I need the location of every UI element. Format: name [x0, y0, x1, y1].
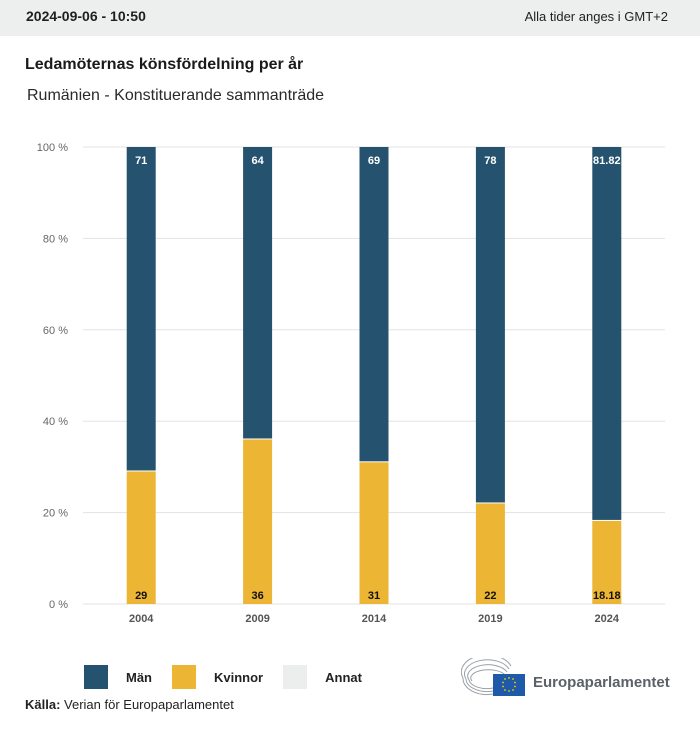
x-tick-label: 2019 [478, 613, 502, 625]
data-label-kvinnor: 18.18 [593, 590, 621, 602]
y-tick-label: 80 % [43, 233, 68, 245]
legend-label-kvinnor: Kvinnor [214, 669, 264, 685]
source-text: Verian för Europaparlamentet [60, 697, 234, 712]
legend: Män Kvinnor Annat [84, 665, 382, 689]
legend-swatch-man [84, 665, 108, 689]
legend-item-man[interactable]: Män [84, 665, 152, 689]
data-label-kvinnor: 31 [368, 590, 380, 602]
bar-kvinnor [243, 439, 273, 604]
data-label-kvinnor: 29 [135, 590, 147, 602]
data-label-man: 71 [135, 155, 147, 167]
bars: 71 29 64 36 69 31 78 22 81.82 18.18 [126, 147, 622, 604]
data-label-man: 81.82 [593, 155, 621, 167]
data-label-kvinnor: 36 [251, 590, 263, 602]
legend-item-annat[interactable]: Annat [283, 665, 362, 689]
y-tick-label: 60 % [43, 325, 68, 337]
x-tick-label: 2014 [362, 613, 387, 625]
bar-kvinnor [475, 503, 505, 604]
bar-kvinnor [592, 520, 622, 604]
legend-label-annat: Annat [325, 669, 362, 685]
x-tick-label: 2004 [129, 613, 154, 625]
chart-subtitle: Rumänien - Konstituerande sammanträde [27, 87, 325, 104]
bar-man [475, 147, 505, 503]
european-parliament-logo-icon [461, 658, 525, 696]
bar-man [592, 147, 622, 520]
y-tick-label: 0 % [49, 599, 68, 611]
datetime: 2024-09-06 - 10:50 [26, 8, 146, 24]
legend-swatch-kvinnor [172, 665, 196, 689]
legend-label-man: Män [126, 669, 152, 685]
data-label-man: 69 [368, 155, 380, 167]
bar-man [359, 147, 389, 462]
europarl-logo: Europaparlamentet [461, 658, 670, 698]
data-label-man: 64 [251, 155, 264, 167]
chart-area: 0 % 20 % 40 % 60 % 80 % 100 % 71 29 64 36 69 31 78 2… [37, 142, 665, 625]
y-axis-ticks: 0 % 20 % 40 % 60 % 80 % 100 % [37, 142, 68, 611]
data-label-kvinnor: 22 [484, 590, 496, 602]
source-label: Källa: [25, 697, 61, 712]
bar-kvinnor [126, 471, 156, 604]
chart-title: Ledamöternas könsfördelning per år [25, 56, 304, 73]
data-label-man: 78 [484, 155, 496, 167]
bar-kvinnor [359, 462, 389, 604]
y-tick-label: 100 % [37, 142, 68, 154]
y-tick-label: 40 % [43, 416, 68, 428]
logo-text: Europaparlamentet [533, 673, 670, 691]
y-tick-label: 20 % [43, 508, 68, 520]
x-tick-label: 2009 [245, 613, 269, 625]
timezone-note: Alla tider anges i GMT+2 [524, 9, 668, 24]
top-bar: 2024-09-06 - 10:50 Alla tider anges i GM… [0, 0, 700, 36]
bar-man [126, 147, 156, 471]
legend-swatch-annat [283, 665, 308, 689]
legend-item-kvinnor[interactable]: Kvinnor [172, 665, 263, 689]
x-axis-ticks: 2004 2009 2014 2019 2024 [129, 613, 620, 625]
source-note: Källa: Verian för Europaparlamentet [25, 697, 234, 712]
x-tick-label: 2024 [595, 613, 620, 625]
bar-man [243, 147, 273, 439]
